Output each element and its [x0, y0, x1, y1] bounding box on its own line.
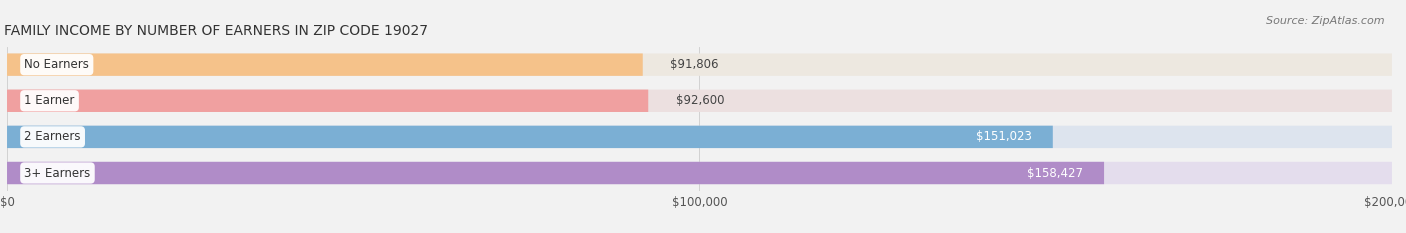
Text: 3+ Earners: 3+ Earners — [24, 167, 90, 179]
Text: $158,427: $158,427 — [1028, 167, 1083, 179]
FancyBboxPatch shape — [7, 162, 1392, 184]
Text: $92,600: $92,600 — [676, 94, 724, 107]
Text: No Earners: No Earners — [24, 58, 89, 71]
Text: $151,023: $151,023 — [976, 130, 1032, 143]
Text: $91,806: $91,806 — [671, 58, 718, 71]
Text: Source: ZipAtlas.com: Source: ZipAtlas.com — [1267, 16, 1385, 26]
FancyBboxPatch shape — [7, 53, 1392, 76]
Text: 2 Earners: 2 Earners — [24, 130, 80, 143]
FancyBboxPatch shape — [7, 89, 648, 112]
FancyBboxPatch shape — [7, 162, 1104, 184]
FancyBboxPatch shape — [7, 126, 1392, 148]
FancyBboxPatch shape — [7, 53, 643, 76]
Text: FAMILY INCOME BY NUMBER OF EARNERS IN ZIP CODE 19027: FAMILY INCOME BY NUMBER OF EARNERS IN ZI… — [4, 24, 429, 38]
Text: 1 Earner: 1 Earner — [24, 94, 75, 107]
FancyBboxPatch shape — [7, 89, 1392, 112]
FancyBboxPatch shape — [7, 126, 1053, 148]
